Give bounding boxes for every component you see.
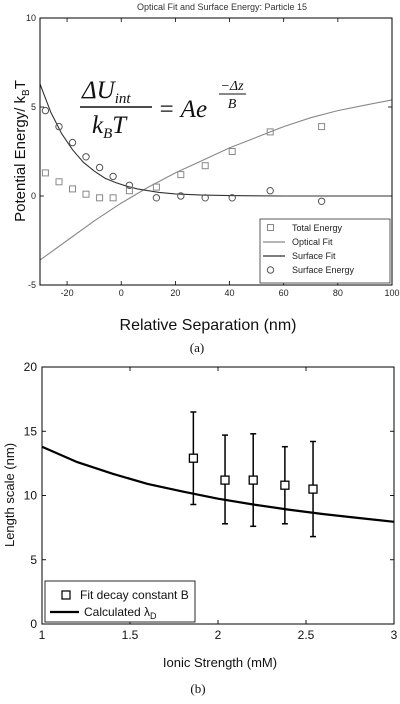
equation-num-sub: int	[115, 91, 132, 107]
equation-den-sub: B	[103, 126, 112, 142]
series-total-energy-point-3	[82, 190, 90, 198]
series-total-energy-point-10	[228, 148, 236, 155]
series-calculated-line	[41, 445, 395, 523]
chart-a-ytick-label-0: -5	[28, 280, 36, 290]
series-total-energy-point-11	[266, 128, 274, 136]
svg-text:ΔUint: ΔUint	[81, 77, 131, 107]
chart-a-xtick-label-3: 40	[225, 288, 235, 298]
series-surface-energy-point-10	[228, 194, 236, 202]
equation-exp-den: B	[228, 97, 237, 112]
chart-b-ytick-label-4: 20	[24, 360, 38, 374]
chart-b-panel-label: (b)	[190, 681, 205, 696]
equation-num-prefix: ΔU	[81, 77, 117, 104]
series-total-energy-point-6	[125, 187, 133, 195]
series-surface-energy-point-8	[177, 192, 185, 200]
legend-label-total-energy: Total Energy	[292, 223, 343, 233]
chart-a: Optical Fit and Surface Energy: Particle…	[12, 2, 400, 355]
series-total-energy-point-5	[109, 194, 117, 202]
chart-b-legend-box	[44, 580, 196, 623]
chart-b-ylabel: Length scale (nm)	[2, 443, 17, 547]
series-fit-decay-constant-b-point-2	[248, 475, 258, 485]
equation-den-T: T	[112, 112, 128, 139]
chart-b-markers	[188, 411, 318, 538]
series-total-energy-point-8	[177, 171, 185, 179]
series-fit-decay-constant-b-point-4	[308, 484, 318, 494]
legend-marker-total-energy	[267, 224, 274, 231]
series-total-energy-point-12	[318, 123, 326, 131]
series-fit-decay-constant-b-point-1	[220, 475, 230, 485]
legend-label-calculated-sub: D	[150, 611, 157, 621]
chart-a-plot-frame	[39, 17, 393, 286]
series-surface-energy-point-9	[201, 194, 209, 202]
legend-label-surface-fit: Surface Fit	[292, 251, 336, 261]
legend-marker-fit-decay	[61, 590, 71, 600]
chart-b-ytick-label-3: 15	[24, 424, 38, 438]
legend-marker-surface-energy	[266, 266, 275, 274]
series-total-energy-point-0	[41, 169, 49, 177]
series-surface-energy-point-5	[109, 172, 117, 181]
series-surface-energy-point-11	[266, 187, 274, 195]
chart-a-ytick-label-1: 0	[31, 191, 36, 201]
chart-b-xlabel: Ionic Strength (mM)	[163, 655, 277, 670]
chart-a-xtick-label-2: 20	[170, 288, 180, 298]
series-optical-fit-line	[39, 99, 393, 261]
chart-b-legend: Fit decay constant B Calculated λD	[44, 580, 196, 623]
chart-b-xtick-label-0: 1	[39, 628, 46, 642]
chart-b-series	[41, 445, 395, 523]
chart-b-ytick-label-0: 0	[30, 617, 37, 631]
chart-a-ytick-label-2: 5	[31, 102, 36, 112]
chart-b-xtick-label-4: 3	[391, 628, 398, 642]
chart-a-legend-box	[259, 218, 391, 284]
chart-b-xtick-label-3: 2.5	[298, 628, 315, 642]
legend-label-calculated: Calculated λD	[84, 605, 157, 621]
chart-b: 1 1.5 2 2.5 3 0 5 10 15 20 Fit decay constant B C…	[2, 360, 398, 696]
chart-a-title: Optical Fit and Surface Energy: Particle…	[137, 2, 307, 12]
chart-a-xtick-label-1: 0	[119, 288, 124, 298]
chart-a-ytick-label-3: 10	[26, 13, 36, 23]
chart-a-xtick-label-6: 100	[384, 288, 399, 298]
chart-b-ytick-label-2: 10	[24, 489, 38, 503]
chart-a-ylabel-main: Potential Energy/ k	[12, 95, 29, 221]
series-fit-decay-constant-b-point-3	[280, 480, 290, 490]
series-surface-energy-point-3	[82, 153, 90, 161]
chart-b-xtick-label-2: 2	[215, 628, 222, 642]
series-total-energy-point-1	[55, 178, 63, 186]
series-total-energy-point-7	[152, 183, 160, 191]
equation: ΔUint kBT = Ae −Δz B	[80, 77, 246, 142]
equation-den-k: k	[92, 112, 104, 139]
legend-label-fit-decay: Fit decay constant B	[80, 588, 189, 602]
series-surface-energy-point-12	[317, 197, 326, 206]
series-surface-energy-point-2	[68, 138, 77, 147]
legend-label-surface-energy: Surface Energy	[292, 265, 355, 275]
equation-exp-num: −Δz	[220, 79, 244, 94]
series-surface-energy-point-4	[95, 163, 104, 172]
series-surface-energy-point-7	[152, 194, 161, 202]
series-total-energy-point-9	[201, 162, 209, 170]
chart-b-ytick-label-1: 5	[30, 553, 37, 567]
legend-label-calculated-main: Calculated λ	[84, 605, 150, 619]
chart-a-markers	[41, 106, 326, 206]
chart-a-ylabel-sub: B	[21, 89, 32, 96]
chart-a-ylabel-end: T	[12, 80, 29, 89]
chart-a-xtick-label-4: 60	[279, 288, 289, 298]
series-total-energy-point-2	[69, 185, 76, 193]
chart-a-xtick-label-5: 80	[333, 288, 343, 298]
chart-a-panel-label: (a)	[190, 340, 204, 355]
series-fit-decay-constant-b-point-0	[188, 453, 199, 463]
series-surface-energy-point-0	[41, 106, 50, 115]
equation-rhs: = Ae	[158, 96, 207, 123]
chart-a-xlabel: Relative Separation (nm)	[120, 317, 297, 334]
chart-a-ylabel: Potential Energy/ kBT	[12, 80, 32, 222]
chart-b-ticks: 1 1.5 2 2.5 3 0 5 10 15 20	[24, 360, 398, 642]
chart-b-plot-frame	[41, 366, 395, 625]
series-total-energy-point-4	[96, 194, 104, 202]
legend-label-optical-fit: Optical Fit	[292, 237, 333, 247]
chart-b-xtick-label-1: 1.5	[122, 628, 139, 642]
series-surface-energy-point-1	[55, 122, 63, 131]
chart-a-legend: Total Energy Optical Fit Surface Fit Sur…	[259, 218, 391, 284]
svg-text:kBT: kBT	[92, 112, 128, 142]
chart-a-xtick-label-0: -20	[61, 288, 74, 298]
series-surface-energy-point-6	[125, 181, 134, 190]
